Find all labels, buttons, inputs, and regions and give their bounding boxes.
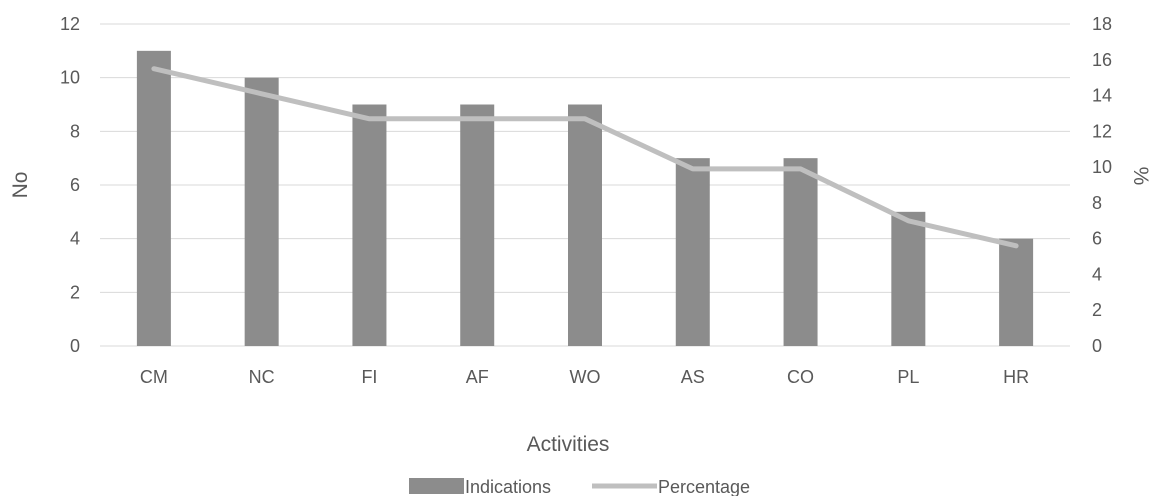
y-tick-label: 0: [70, 336, 80, 356]
y2-tick-label: 18: [1092, 14, 1112, 34]
x-tick-label-co: CO: [787, 367, 814, 387]
y2-tick-label: 10: [1092, 157, 1112, 177]
line-series-percentage: [151, 66, 1019, 249]
y2-tick-label: 8: [1092, 193, 1102, 213]
bar-pl: [891, 211, 926, 346]
x-tick-label-as: AS: [681, 367, 705, 387]
x-tick-label-cm: CM: [140, 367, 168, 387]
y2-tick-label: 14: [1092, 86, 1112, 106]
bar-series-indications: [136, 50, 1034, 347]
x-tick-label-hr: HR: [1003, 367, 1029, 387]
bar-wo: [568, 104, 602, 346]
y-tick-label: 10: [60, 68, 80, 88]
y2-tick-label: 16: [1092, 50, 1112, 70]
y2-tick-label: 0: [1092, 336, 1102, 356]
y2-tick-label: 2: [1092, 300, 1102, 320]
x-tick-label-wo: WO: [570, 367, 601, 387]
bar-hr: [999, 238, 1034, 346]
bar-af: [460, 104, 495, 346]
legend: Indications Percentage: [409, 477, 750, 496]
x-tick-label-pl: PL: [897, 367, 919, 387]
bar-co: [783, 158, 818, 346]
bar-as: [675, 158, 710, 346]
legend-label-percentage: Percentage: [658, 477, 750, 496]
x-tick-label-fi: FI: [361, 367, 377, 387]
right-axis-ticks: 0 2 4 6 8 10 12 14 16 18: [1092, 14, 1112, 356]
bar-cm: [136, 50, 171, 346]
bar-fi: [352, 104, 387, 346]
x-axis-ticks: CM NC FI AF WO AS CO PL HR: [140, 367, 1029, 387]
left-axis-ticks: 0 2 4 6 8 10 12: [60, 14, 80, 356]
x-tick-label-af: AF: [466, 367, 489, 387]
y-axis-title: No: [9, 172, 32, 199]
y2-tick-label: 12: [1092, 121, 1112, 141]
x-axis-title: Activities: [527, 433, 610, 456]
bar-nc: [244, 77, 279, 347]
legend-swatch-indications: [409, 478, 464, 494]
x-tick-label-nc: NC: [249, 367, 275, 387]
y-tick-label: 6: [70, 175, 80, 195]
legend-label-indications: Indications: [465, 477, 551, 496]
y-tick-label: 2: [70, 282, 80, 302]
y2-tick-label: 6: [1092, 229, 1102, 249]
y2-axis-title: %: [1129, 167, 1152, 186]
y-tick-label: 12: [60, 14, 80, 34]
y-tick-label: 4: [70, 229, 80, 249]
y2-tick-label: 4: [1092, 264, 1102, 284]
y-tick-label: 8: [70, 121, 80, 141]
